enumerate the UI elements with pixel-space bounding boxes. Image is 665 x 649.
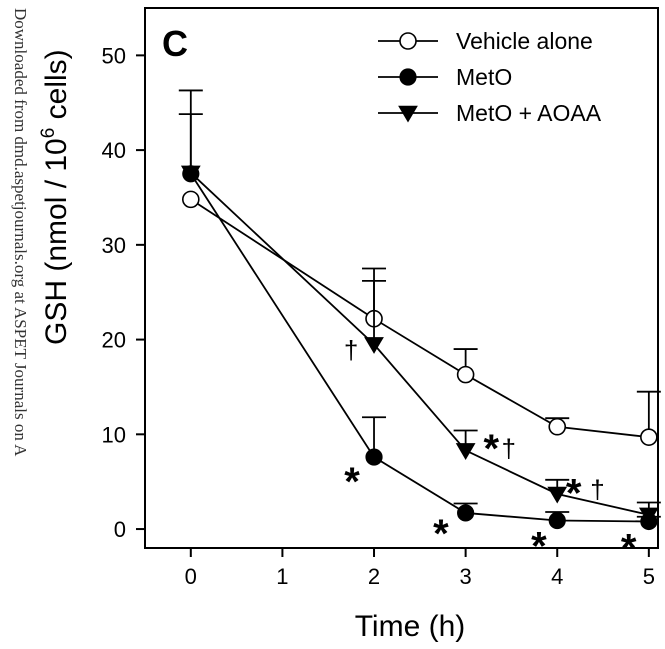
data-point [547, 486, 568, 504]
y-tick-label: 40 [102, 138, 126, 163]
y-axis-label-sup: 6 [38, 128, 59, 139]
y-tick-label: 10 [102, 422, 126, 447]
series-line [190, 198, 649, 439]
watermark: Downloaded from dmd.aspetjournals.org at… [10, 0, 30, 649]
x-tick-label: 4 [551, 564, 563, 589]
significance-dagger: † [590, 474, 604, 504]
legend-entry-2: MetO + AOAA [378, 100, 602, 126]
series-1 [178, 113, 661, 531]
data-point [548, 511, 566, 530]
data-point [456, 365, 475, 384]
legend-marker [399, 68, 417, 86]
significance-dagger: † [501, 434, 515, 464]
legend-label: MetO + AOAA [456, 100, 602, 126]
legend-label: MetO [456, 64, 512, 90]
y-axis-label-end: cells) [40, 49, 73, 127]
data-point [640, 428, 658, 446]
data-point [365, 448, 383, 466]
y-tick-label: 20 [102, 328, 126, 353]
legend: Vehicle alone MetO MetO + AOAA [378, 28, 602, 126]
significance-asterisk: * [483, 427, 499, 471]
data-point [548, 417, 567, 436]
legend-entry-0: Vehicle alone [378, 28, 593, 54]
series-0 [182, 190, 661, 446]
x-tick-label: 1 [276, 564, 288, 589]
x-axis-label: Time (h) [355, 610, 466, 643]
y-tick-label: 50 [102, 43, 126, 68]
legend-marker [398, 105, 418, 123]
series-2 [178, 89, 661, 525]
y-tick-label: 0 [114, 517, 126, 542]
axes: 0 10 20 30 40 50 0 1 2 3 4 5 [102, 7, 659, 589]
data-point [455, 443, 476, 460]
data-point [364, 337, 384, 354]
legend-entry-1: MetO [378, 64, 512, 90]
annotations: *†** †** †* [344, 335, 637, 570]
series-layer [178, 89, 661, 531]
x-tick-label: 3 [460, 564, 472, 589]
y-axis-label-main: GSH (nmol / 10 [40, 138, 73, 345]
significance-asterisk: * [621, 526, 637, 570]
watermark-text: Downloaded from dmd.aspetjournals.org at… [11, 8, 30, 457]
legend-marker [399, 32, 417, 50]
significance-asterisk: * [566, 471, 582, 515]
significance-dagger: † [344, 335, 358, 365]
significance-asterisk: * [531, 524, 547, 568]
significance-asterisk: * [344, 460, 360, 504]
y-axis-label: GSH (nmol / 106 cells) [38, 49, 73, 345]
data-point [638, 507, 659, 525]
series-line [190, 172, 650, 516]
x-tick-label: 2 [368, 564, 380, 589]
y-tick-label: 30 [102, 233, 126, 258]
data-point [180, 165, 201, 183]
panel-label: C [162, 23, 188, 64]
significance-asterisk: * [433, 512, 449, 556]
x-tick-label: 5 [643, 564, 655, 589]
x-tick-label: 0 [185, 564, 197, 589]
data-point [182, 190, 200, 209]
plot-frame [144, 7, 659, 549]
data-point [457, 504, 475, 522]
legend-label: Vehicle alone [456, 28, 593, 54]
